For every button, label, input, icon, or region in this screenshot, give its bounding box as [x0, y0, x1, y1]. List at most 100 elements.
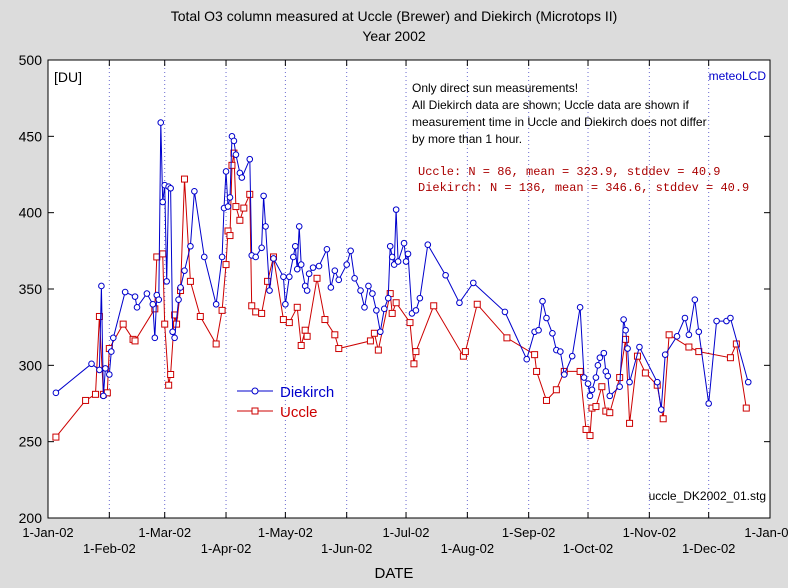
data-point — [175, 296, 182, 303]
data-point — [594, 362, 602, 369]
x-tick-label: 1-Jul-02 — [383, 525, 430, 540]
data-point — [533, 367, 541, 375]
data-point — [400, 239, 408, 247]
data-point — [258, 244, 265, 252]
data-point — [392, 206, 400, 213]
data-point — [659, 415, 667, 423]
y-tick-label: 400 — [19, 205, 43, 221]
data-point — [442, 271, 449, 279]
data-point — [230, 137, 238, 145]
data-point — [282, 300, 289, 308]
data-point — [473, 300, 481, 308]
data-point — [98, 282, 105, 290]
data-point — [636, 343, 643, 351]
data-point — [606, 392, 614, 400]
data-point — [236, 216, 244, 224]
data-point — [303, 332, 311, 340]
data-point — [380, 305, 388, 313]
data-point — [665, 331, 673, 339]
data-point — [600, 349, 608, 357]
filename-label: uccle_DK2002_01.stg — [649, 489, 766, 503]
y-tick-label: 450 — [19, 128, 43, 144]
data-point — [167, 184, 174, 192]
data-point — [119, 320, 127, 328]
data-point — [246, 190, 254, 198]
data-point — [365, 282, 372, 290]
data-point — [351, 275, 358, 282]
data-point — [531, 351, 539, 359]
data-point — [377, 328, 384, 336]
data-point — [309, 264, 317, 271]
x-tick-label: 1-Sep-02 — [502, 525, 555, 540]
legend-label: Uccle — [280, 404, 318, 421]
y-tick-label: 500 — [19, 52, 43, 68]
data-point — [588, 386, 596, 394]
data-point — [106, 371, 113, 378]
data-point — [592, 374, 600, 381]
brand-label: meteoLCD — [709, 69, 767, 83]
legend: Diekirch Uccle — [237, 384, 334, 421]
data-point — [402, 258, 410, 265]
chart-title: Total O3 column measured at Uccle (Brewe… — [170, 8, 618, 24]
data-point — [133, 304, 141, 311]
x-tick-label: 1-Aug-02 — [441, 541, 494, 556]
series-line — [55, 153, 747, 438]
stats-line: Uccle: N = 86, mean = 323.9, stddev = 40… — [418, 165, 720, 179]
data-point — [196, 312, 204, 320]
data-point — [264, 277, 272, 285]
data-point — [169, 328, 176, 336]
data-point — [157, 119, 165, 126]
data-point — [373, 307, 380, 314]
data-point — [266, 287, 273, 294]
data-point — [102, 365, 109, 372]
data-point — [370, 329, 378, 337]
data-point — [224, 203, 232, 210]
x-tick-label: 1-Oct-02 — [563, 541, 614, 556]
data-point — [109, 334, 117, 342]
data-point — [91, 390, 99, 398]
data-point — [177, 284, 184, 291]
y-unit-label: [DU] — [54, 69, 82, 85]
data-point — [584, 380, 592, 387]
data-point — [238, 174, 246, 181]
data-point — [606, 409, 614, 417]
data-point — [685, 331, 693, 339]
data-point — [52, 433, 60, 441]
data-point — [369, 290, 376, 297]
data-point — [171, 334, 178, 342]
data-point — [366, 337, 374, 345]
stats-block: Uccle: N = 86, mean = 323.9, stddev = 40… — [418, 165, 749, 195]
data-point — [297, 341, 305, 349]
data-point — [384, 294, 392, 302]
data-point — [212, 300, 220, 308]
data-point — [582, 425, 590, 433]
data-point — [218, 253, 226, 261]
data-point — [406, 319, 414, 327]
data-point — [303, 287, 311, 294]
data-point — [305, 270, 313, 278]
data-point — [622, 326, 629, 334]
data-point — [315, 262, 323, 270]
data-point — [416, 294, 424, 302]
data-point — [386, 242, 394, 250]
data-point — [171, 311, 179, 319]
data-point — [661, 351, 669, 358]
data-point — [357, 287, 364, 294]
data-point — [232, 151, 240, 158]
data-point — [226, 232, 234, 240]
note-line: measurement time in Uccle and Diekirch d… — [412, 115, 707, 129]
data-point — [228, 161, 236, 169]
data-point — [107, 348, 115, 355]
data-point — [598, 383, 606, 391]
data-point — [187, 242, 194, 250]
data-point — [657, 406, 665, 413]
data-point — [681, 314, 689, 322]
x-tick-label: 1-Mar-02 — [138, 525, 191, 540]
data-point — [222, 261, 230, 269]
data-point — [262, 223, 269, 230]
data-point — [503, 334, 511, 342]
data-point — [742, 404, 750, 412]
data-point — [131, 337, 139, 345]
data-point — [727, 314, 734, 322]
